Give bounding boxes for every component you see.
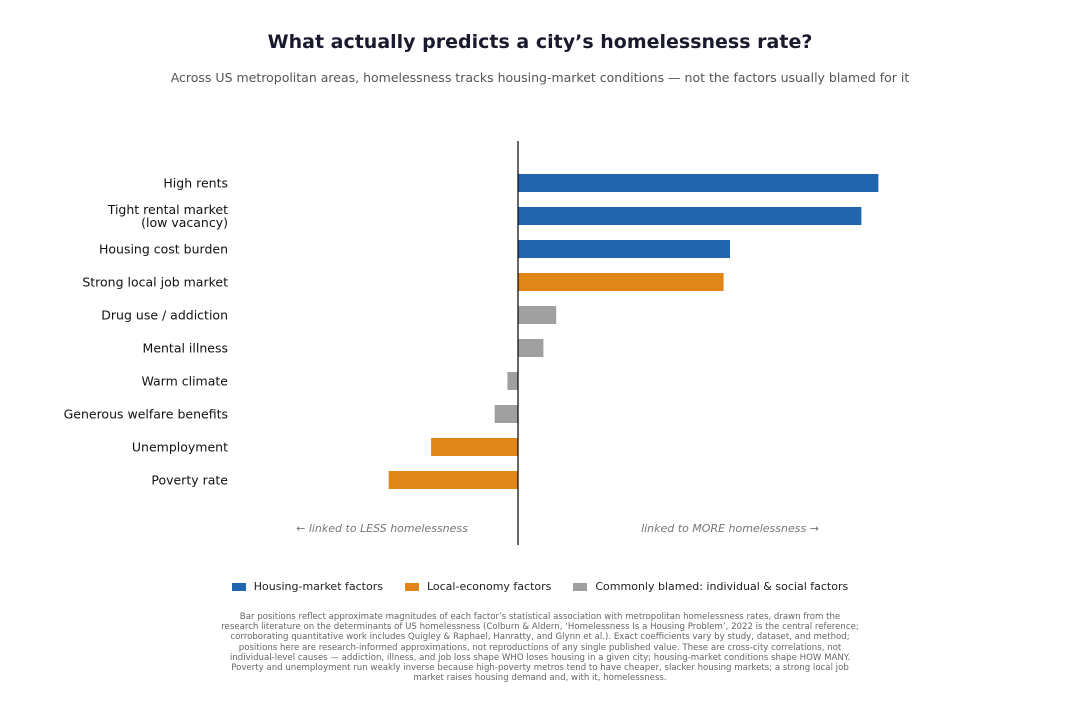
category-label-5: Mental illness	[143, 341, 228, 356]
category-label-8: Unemployment	[132, 440, 228, 455]
category-label-2: Housing cost burden	[99, 242, 228, 257]
category-label-0: High rents	[163, 176, 228, 191]
annotation-less: ← linked to LESS homelessness	[296, 522, 468, 535]
legend-label-economy: Local-economy factors	[426, 580, 552, 593]
category-label-6: Warm climate	[141, 374, 228, 389]
bar-0	[518, 174, 879, 192]
bar-2	[518, 240, 730, 258]
chart-subtitle: Across US metropolitan areas, homelessne…	[170, 70, 910, 85]
bar-4	[518, 306, 557, 324]
legend-swatch-economy	[404, 582, 419, 591]
bar-6	[507, 372, 518, 390]
category-label-3: Strong local job market	[82, 275, 228, 290]
category-label-1: Tight rental market (low vacancy)	[107, 202, 228, 230]
legend-swatch-blamed	[573, 582, 588, 591]
chart-legend: Housing-market factors Local-economy fac…	[0, 580, 1080, 593]
legend-item-economy: Local-economy factors	[404, 580, 552, 593]
bar-9	[388, 471, 518, 489]
category-label-4: Drug use / addiction	[101, 308, 228, 323]
legend-item-blamed: Commonly blamed: individual & social fac…	[573, 580, 848, 593]
chart-title: What actually predicts a city’s homeless…	[267, 31, 813, 53]
category-label-9: Poverty rate	[151, 473, 228, 488]
category-label-7: Generous welfare benefits	[64, 407, 228, 422]
chart-footnote: Bar positions reflect approximate magnit…	[221, 612, 859, 684]
legend-item-housing: Housing-market factors	[231, 580, 383, 593]
bar-8	[431, 438, 518, 456]
bar-1	[518, 207, 862, 225]
annotation-more: linked to MORE homelessness →	[641, 522, 819, 535]
legend-swatch-housing	[231, 582, 246, 591]
legend-label-housing: Housing-market factors	[253, 580, 383, 593]
legend-label-blamed: Commonly blamed: individual & social fac…	[595, 580, 849, 593]
bar-5	[518, 339, 544, 357]
bar-3	[518, 273, 724, 291]
bar-chart: High rents Tight rental market (low vacanc…	[64, 141, 879, 545]
bar-7	[494, 405, 518, 423]
